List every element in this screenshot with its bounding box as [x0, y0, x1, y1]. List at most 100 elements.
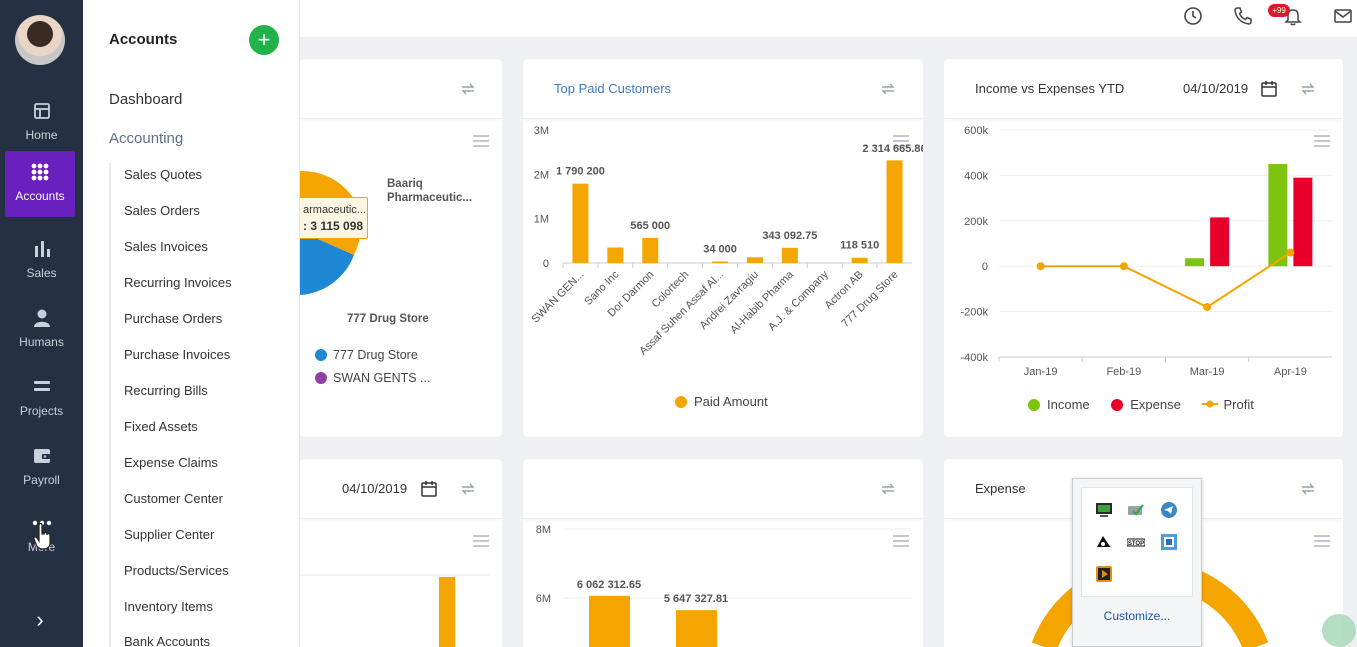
- left-rail: Home Accounts Sales Humans Projects Payr…: [0, 0, 83, 647]
- refresh-icon[interactable]: [1298, 79, 1318, 99]
- date-label[interactable]: 04/10/2019: [342, 481, 408, 496]
- rail-item-home[interactable]: Home: [0, 88, 83, 154]
- sub-item-sales-invoices[interactable]: Sales Invoices: [124, 239, 208, 254]
- tray-network-icon[interactable]: [1127, 501, 1145, 519]
- sub-item-supplier-center[interactable]: Supplier Center: [124, 527, 215, 542]
- bar: [712, 261, 729, 263]
- stack-icon: [33, 381, 50, 391]
- refresh-icon[interactable]: [878, 79, 898, 99]
- bottom-left-chart: [300, 574, 490, 647]
- y-tick-label: 1M: [534, 214, 549, 226]
- card-title: Expense: [975, 481, 1026, 496]
- sub-item-recurring-invoices[interactable]: Recurring Invoices: [124, 275, 232, 290]
- customize-link[interactable]: Customize...: [1103, 609, 1171, 623]
- home-icon: [33, 103, 50, 119]
- income-bar: [1185, 258, 1205, 267]
- bar-chart-icon: [34, 241, 50, 257]
- rail-item-accounts[interactable]: Accounts: [5, 151, 75, 217]
- sub-item-purchase-invoices[interactable]: Purchase Invoices: [124, 347, 231, 362]
- sub-item-sales-orders[interactable]: Sales Orders: [124, 203, 200, 218]
- sub-item-expense-claims[interactable]: Expense Claims: [124, 455, 218, 470]
- rail-item-payroll[interactable]: Payroll: [0, 433, 83, 499]
- calendar-icon[interactable]: [1260, 79, 1278, 98]
- data-label: 565 000: [630, 220, 670, 232]
- x-tick-label: Jan-19: [1024, 366, 1058, 378]
- legend-item-expense[interactable]: Expense: [1111, 397, 1181, 412]
- chat-bubble-icon[interactable]: [1322, 614, 1356, 647]
- refresh-icon[interactable]: [458, 79, 478, 99]
- y-tick-label: 200k: [964, 216, 988, 228]
- y-tick-label: 400k: [964, 170, 988, 182]
- data-label: 343 092.75: [762, 230, 817, 242]
- expand-chevron-icon[interactable]: ›: [36, 607, 44, 632]
- x-tick-label: Apr-19: [1274, 366, 1307, 378]
- card-header: [300, 459, 502, 519]
- refresh-icon[interactable]: [1298, 479, 1318, 499]
- tray-media-icon[interactable]: [1095, 565, 1113, 583]
- profit-point: [1036, 262, 1045, 271]
- legend-label: Profit: [1223, 397, 1254, 412]
- panel-link-accounting[interactable]: Accounting: [109, 130, 184, 147]
- legend-item-profit[interactable]: Profit: [1202, 397, 1254, 412]
- bar: [589, 595, 630, 647]
- phone-icon[interactable]: [1233, 6, 1253, 26]
- svg-text:STOP: STOP: [1128, 541, 1144, 547]
- sub-item-bank-accounts[interactable]: Bank Accounts: [124, 634, 210, 647]
- chart-menu-icon[interactable]: [893, 535, 909, 547]
- user-avatar[interactable]: [15, 15, 65, 65]
- chart-menu-icon[interactable]: [1314, 535, 1330, 547]
- chart-menu-icon[interactable]: [473, 535, 489, 547]
- paid-amount-legend[interactable]: Paid Amount: [675, 394, 768, 409]
- legend-item-income[interactable]: Income: [1028, 397, 1090, 412]
- data-label: 1 790 200: [556, 166, 605, 178]
- legend-dot-icon: [675, 396, 687, 408]
- sub-item-customer-center[interactable]: Customer Center: [124, 491, 223, 506]
- chart-menu-icon[interactable]: [473, 135, 489, 147]
- sub-item-fixed-assets[interactable]: Fixed Assets: [124, 419, 198, 434]
- pie-slice-777-drug-store: [300, 231, 354, 295]
- refresh-icon[interactable]: [458, 479, 478, 499]
- chart-menu-icon[interactable]: [893, 135, 909, 147]
- pie-legend-item[interactable]: 777 Drug Store: [315, 348, 418, 362]
- bar: [439, 577, 455, 647]
- calendar-icon[interactable]: [420, 479, 438, 498]
- tray-stop-icon[interactable]: STOP: [1127, 533, 1145, 551]
- card-title: Income vs Expenses YTD: [975, 81, 1125, 96]
- x-tick-label: A.J. & Company: [766, 268, 831, 333]
- x-tick-label: SWAN GEN...: [530, 269, 587, 326]
- sub-item-inventory-items[interactable]: Inventory Items: [124, 599, 213, 614]
- legend-dot-icon: [315, 349, 327, 361]
- rail-label: Projects: [19, 404, 64, 418]
- legend-label: Paid Amount: [694, 394, 768, 409]
- add-button[interactable]: +: [249, 25, 279, 55]
- date-label[interactable]: 04/10/2019: [1183, 81, 1249, 96]
- bar: [781, 247, 798, 263]
- pie-label-line1: Baariq: [387, 178, 423, 190]
- pie-legend-item[interactable]: SWAN GENTS ...: [315, 371, 430, 385]
- rail-item-projects[interactable]: Projects: [0, 364, 83, 430]
- clock-icon[interactable]: [1183, 6, 1203, 26]
- mail-icon[interactable]: [1333, 6, 1353, 26]
- sub-item-sales-quotes[interactable]: Sales Quotes: [124, 167, 203, 182]
- pie-label-baariq: Baariq Pharmaceutic...: [387, 177, 472, 205]
- bottom-left-card: 04/10/2019: [300, 459, 502, 647]
- rail-item-sales[interactable]: Sales: [0, 226, 83, 292]
- panel-link-dashboard[interactable]: Dashboard: [109, 91, 183, 108]
- tray-telegram-icon[interactable]: [1160, 501, 1178, 519]
- tray-display-icon[interactable]: [1160, 533, 1178, 551]
- sub-item-purchase-orders[interactable]: Purchase Orders: [124, 311, 223, 326]
- sub-item-recurring-bills[interactable]: Recurring Bills: [124, 383, 208, 398]
- y-tick-label: 0: [543, 258, 549, 270]
- sub-item-products-services[interactable]: Products/Services: [124, 563, 229, 578]
- tray-app-icon[interactable]: [1095, 501, 1113, 519]
- pie-card: armaceutic... : 3 115 098 Baariq Pharmac…: [300, 59, 502, 437]
- rail-item-humans[interactable]: Humans: [0, 295, 83, 361]
- bar: [607, 247, 624, 263]
- refresh-icon[interactable]: [878, 479, 898, 499]
- bar: [642, 237, 659, 263]
- top-bar: [300, 0, 1357, 37]
- expense-bar: [1293, 177, 1313, 267]
- chart-menu-icon[interactable]: [1314, 135, 1330, 147]
- tray-hat-icon[interactable]: [1095, 533, 1113, 551]
